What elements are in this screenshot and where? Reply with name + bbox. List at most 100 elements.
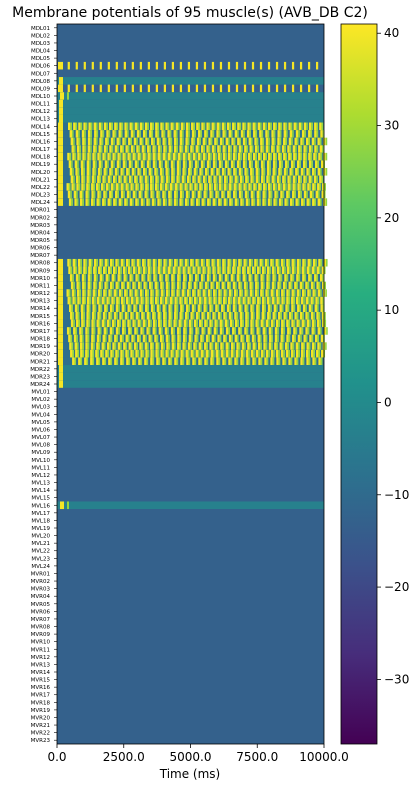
y-tick-label: MVL13 bbox=[31, 481, 50, 487]
heatmap-row-mdl18 bbox=[57, 152, 328, 161]
y-tick-label: MVL06 bbox=[31, 427, 50, 433]
heatmap-row-mdr14 bbox=[57, 304, 325, 312]
y-tick-label: MDL20 bbox=[31, 170, 51, 176]
y-tick-label: MDL18 bbox=[31, 155, 51, 161]
heatmap-row-mdl10 bbox=[57, 92, 324, 100]
y-tick-label: MDL07 bbox=[31, 71, 51, 77]
x-axis-label: Time (ms) bbox=[159, 767, 221, 781]
y-tick-label: MVR12 bbox=[31, 655, 50, 661]
y-tick-label: MVR17 bbox=[31, 693, 51, 699]
y-tick-label: MVR09 bbox=[31, 632, 51, 638]
y-tick-label: MVL03 bbox=[31, 405, 50, 411]
y-tick-label: MDR18 bbox=[30, 337, 50, 343]
y-tick-label: MDL05 bbox=[31, 56, 51, 62]
y-tick-label: MDR21 bbox=[30, 359, 50, 365]
colorbar: 40 30 20 10 0 −10 −20 −30 bbox=[340, 23, 409, 745]
y-tick-label: MDR20 bbox=[30, 352, 50, 358]
x-tick-label: 5000.0 bbox=[170, 750, 212, 764]
y-tick-label: MDR13 bbox=[30, 299, 50, 305]
y-tick-label: MVL17 bbox=[31, 511, 50, 517]
y-tick-label: MDR08 bbox=[30, 261, 50, 267]
y-tick-label: MVR16 bbox=[31, 685, 51, 691]
y-tick-label: MDR12 bbox=[30, 291, 50, 297]
y-tick-label: MDL22 bbox=[31, 185, 50, 191]
heatmap-row-mdl13 bbox=[57, 114, 324, 123]
y-tick-label: MDL24 bbox=[31, 200, 51, 206]
y-tick-label: MDR05 bbox=[30, 238, 50, 244]
y-tick-label: MVR18 bbox=[31, 700, 51, 706]
y-tick-label: MDR03 bbox=[30, 223, 50, 229]
y-tick-label: MDL23 bbox=[31, 193, 51, 199]
y-tick-label: MVL04 bbox=[31, 412, 50, 418]
heatmap-row-mdl14 bbox=[57, 122, 324, 131]
heatmap-row-mdr13 bbox=[57, 296, 325, 305]
colorbar-tick-label: −20 bbox=[384, 580, 409, 594]
y-tick-label: MDL02 bbox=[31, 33, 50, 39]
heatmap-row-mdr08 bbox=[57, 258, 328, 267]
y-tick-label: MDL19 bbox=[31, 162, 51, 168]
y-tick-label: MDR16 bbox=[30, 321, 50, 327]
colorbar-tick-label: −10 bbox=[384, 488, 409, 502]
y-tick-label: MVL18 bbox=[31, 518, 50, 524]
colorbar-gradient bbox=[340, 23, 378, 745]
y-tick-label: MDR02 bbox=[30, 215, 50, 221]
y-tick-label: MDR22 bbox=[30, 367, 50, 373]
y-tick-label: MVL12 bbox=[31, 473, 50, 479]
y-tick-label: MVL21 bbox=[31, 541, 50, 547]
x-tick-label: 0.0 bbox=[47, 750, 66, 764]
y-tick-label: MDL14 bbox=[31, 124, 51, 130]
y-tick-label: MVR14 bbox=[31, 670, 51, 676]
y-tick-label: MVL24 bbox=[31, 564, 50, 570]
y-tick-label: MDR14 bbox=[30, 306, 50, 312]
y-tick-label: MVR07 bbox=[31, 617, 51, 623]
y-tick-label: MDL04 bbox=[31, 49, 51, 55]
y-tick-label: MVR08 bbox=[31, 625, 51, 631]
heatmap-row-mdl11 bbox=[57, 99, 324, 108]
colorbar-tick-label: 30 bbox=[384, 119, 399, 133]
heatmap-row-mdr19 bbox=[57, 342, 327, 350]
heatmap-row-mvl16 bbox=[57, 501, 324, 510]
y-tick-label: MDR23 bbox=[30, 374, 50, 380]
y-tick-label: MVL01 bbox=[31, 390, 50, 396]
heatmap-row-mdr18 bbox=[57, 334, 325, 343]
heatmap-row-mdl16 bbox=[57, 137, 328, 146]
heatmap-row-mdr23 bbox=[57, 372, 324, 381]
colorbar-tick-label: 20 bbox=[384, 211, 399, 225]
y-tick-label: MVL22 bbox=[31, 549, 50, 555]
y-tick-label: MDR09 bbox=[30, 268, 50, 274]
y-tick-label: MVR22 bbox=[31, 731, 50, 737]
plot-frame bbox=[56, 23, 325, 745]
colorbar-tick-label: 10 bbox=[384, 303, 399, 317]
y-tick-label: MVL05 bbox=[31, 420, 50, 426]
y-tick-label: MDR19 bbox=[30, 344, 50, 350]
y-tick-label: MVR04 bbox=[31, 594, 51, 600]
y-tick-label: MDR15 bbox=[30, 314, 50, 320]
y-tick-label: MVR19 bbox=[31, 708, 51, 714]
y-tick-label: MVL02 bbox=[31, 397, 50, 403]
heatmap-row-mdr11 bbox=[57, 281, 327, 290]
heatmap-row-mdl17 bbox=[57, 145, 324, 153]
heatmap-row-mdl24 bbox=[57, 198, 328, 206]
heatmap-row-mdr22 bbox=[57, 365, 324, 373]
chart-title: Membrane potentials of 95 muscle(s) (AVB… bbox=[12, 5, 368, 21]
x-tick-label: 2500.0 bbox=[103, 750, 145, 764]
y-tick-label: MVL16 bbox=[31, 503, 50, 509]
y-tick-label: MDL17 bbox=[31, 147, 51, 153]
y-tick-label: MVR15 bbox=[31, 678, 51, 684]
y-tick-label: MDL01 bbox=[31, 26, 50, 32]
y-tick-label: MDR01 bbox=[30, 208, 50, 214]
y-tick-label: MVL07 bbox=[31, 435, 50, 441]
y-tick-label: MDR24 bbox=[30, 382, 50, 388]
heatmap-row-mdr17 bbox=[57, 327, 328, 335]
y-tick-label: MDL10 bbox=[31, 94, 51, 100]
heatmap-rows bbox=[57, 61, 328, 510]
heatmap-row-mdl22 bbox=[57, 183, 326, 191]
y-tick-label: MVL08 bbox=[31, 443, 50, 449]
y-tick-label: MVR02 bbox=[31, 579, 50, 585]
y-tick-label: MVL09 bbox=[31, 450, 50, 456]
y-tick-label: MVR13 bbox=[31, 662, 51, 668]
x-tick-label: 7500.0 bbox=[236, 750, 278, 764]
y-tick-label: MVL19 bbox=[31, 526, 50, 532]
colorbar-tick-label: 0 bbox=[384, 395, 392, 409]
